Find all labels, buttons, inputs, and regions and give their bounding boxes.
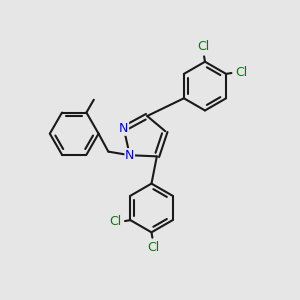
Text: N: N xyxy=(119,122,128,135)
Text: N: N xyxy=(125,149,134,162)
Text: Cl: Cl xyxy=(197,40,210,53)
Text: Cl: Cl xyxy=(147,241,159,254)
Text: Cl: Cl xyxy=(235,66,247,79)
Text: Cl: Cl xyxy=(109,215,122,228)
